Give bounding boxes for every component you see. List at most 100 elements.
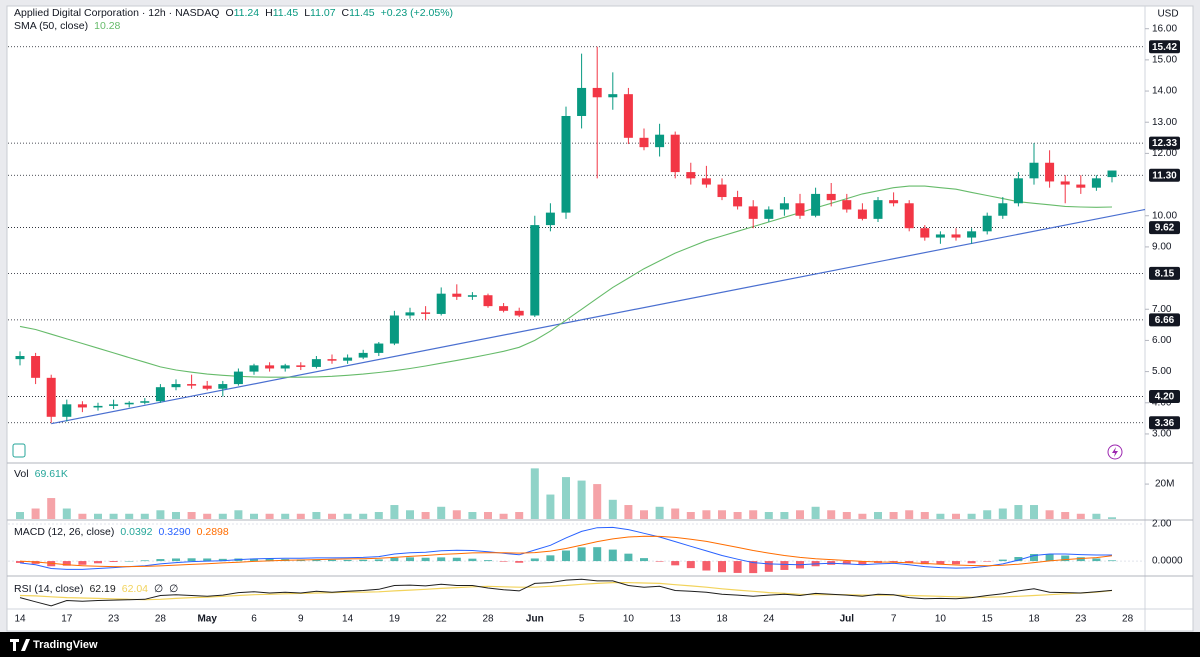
price-level-box bbox=[1149, 266, 1180, 280]
candle-body bbox=[951, 234, 961, 238]
volume-bar bbox=[593, 484, 602, 519]
y-tick-label: 15.00 bbox=[1152, 55, 1177, 66]
macd-histogram-bar bbox=[515, 561, 524, 563]
candle-body bbox=[343, 357, 353, 361]
volume-bar bbox=[406, 510, 414, 519]
candle-body bbox=[795, 203, 805, 216]
candle-body bbox=[1060, 181, 1070, 185]
macd-histogram-bar bbox=[577, 547, 586, 562]
indicator-name: SMA (50, close) bbox=[14, 20, 88, 32]
volume-bar bbox=[94, 513, 102, 519]
signal-line bbox=[19, 535, 1113, 568]
price-level-box bbox=[1149, 390, 1180, 404]
volume-bar bbox=[905, 510, 914, 519]
candle-body bbox=[124, 402, 134, 405]
macd-histogram-bar bbox=[920, 561, 929, 565]
volume-bar bbox=[671, 508, 680, 519]
price-level-label: 4.20 bbox=[1155, 392, 1175, 403]
x-tick-label: Jun bbox=[526, 614, 544, 625]
price-level-label: 8.15 bbox=[1155, 269, 1175, 280]
candle-body bbox=[561, 115, 571, 213]
ohlc-value: 11.07 bbox=[310, 7, 336, 19]
candle-body bbox=[31, 356, 41, 378]
macd-histogram-bar bbox=[1030, 554, 1038, 562]
candle-body bbox=[826, 193, 836, 201]
volume-bar bbox=[624, 505, 633, 519]
volume-bar bbox=[858, 513, 867, 519]
macd-histogram-bar bbox=[156, 559, 165, 562]
volume-bar bbox=[749, 510, 758, 519]
volume-bar bbox=[577, 480, 586, 519]
indicator-readout: 62.04 bbox=[122, 583, 148, 595]
candle-body bbox=[608, 94, 618, 98]
candle-body bbox=[93, 405, 103, 408]
footer-bar bbox=[0, 632, 1200, 657]
macd-histogram-bar bbox=[484, 560, 492, 562]
x-tick-label: 24 bbox=[763, 614, 775, 625]
legend: Applied Digital Corporation · 12h · NASD… bbox=[14, 7, 453, 19]
volume-bar bbox=[796, 510, 804, 519]
candle-body bbox=[577, 87, 587, 116]
volume-bar bbox=[484, 512, 492, 519]
macd-histogram-bar bbox=[546, 555, 555, 562]
y-tick-label: 12.00 bbox=[1152, 148, 1177, 159]
x-tick-label: 22 bbox=[436, 614, 448, 625]
y-tick-label: 20M bbox=[1155, 479, 1174, 490]
volume-bar bbox=[312, 512, 321, 519]
volume-bar bbox=[390, 505, 399, 519]
macd-histogram-bar bbox=[499, 561, 508, 562]
y-tick-label: 5.00 bbox=[1152, 366, 1172, 377]
macd-histogram-bar bbox=[140, 560, 149, 562]
macd-histogram-bar bbox=[858, 561, 867, 565]
volume-bar bbox=[640, 510, 648, 519]
price-level-box bbox=[1149, 136, 1180, 150]
candle-body bbox=[109, 404, 119, 406]
volume-bar bbox=[1030, 505, 1038, 519]
candle-body bbox=[592, 87, 602, 98]
brand-logo bbox=[10, 639, 30, 651]
volume-bar bbox=[530, 468, 539, 519]
macd-histogram-bar bbox=[718, 561, 726, 573]
volume-bar bbox=[562, 477, 570, 519]
x-tick-label: 10 bbox=[935, 614, 947, 625]
volume-bar bbox=[250, 513, 258, 519]
ohlc-value: 11.45 bbox=[273, 7, 299, 19]
macd-line bbox=[19, 526, 1112, 570]
volume-bar bbox=[842, 512, 851, 519]
volume-bar bbox=[1014, 505, 1023, 519]
ohlc-key: L bbox=[304, 7, 310, 19]
macd-histogram-bar bbox=[250, 558, 258, 562]
price-level-label: 9.62 bbox=[1155, 223, 1175, 234]
ohlc-key: O bbox=[225, 7, 233, 19]
volume-bar bbox=[359, 513, 368, 519]
candle-body bbox=[998, 203, 1008, 216]
macd-histogram-bar bbox=[624, 553, 633, 562]
y-tick-label: 14.00 bbox=[1152, 86, 1177, 97]
macd-histogram-bar bbox=[702, 561, 711, 571]
candle-body bbox=[15, 356, 25, 360]
ohlc-key: C bbox=[342, 7, 350, 19]
price-level-label: 3.36 bbox=[1155, 418, 1175, 429]
macd-histogram-bar bbox=[312, 559, 321, 562]
price-level-box bbox=[1149, 40, 1180, 54]
volume-bar bbox=[16, 512, 24, 519]
volume-bar bbox=[733, 512, 742, 519]
candle-body bbox=[311, 359, 321, 367]
volume-bar bbox=[702, 510, 711, 519]
volume-bar bbox=[62, 508, 71, 519]
ohlc-key: H bbox=[265, 7, 273, 19]
volume-bar bbox=[686, 512, 695, 519]
x-tick-label: 14 bbox=[14, 614, 26, 625]
volume-bar bbox=[109, 513, 118, 519]
macd-histogram-bar bbox=[1076, 557, 1085, 562]
candle-body bbox=[889, 200, 899, 204]
volume-bar bbox=[827, 510, 836, 519]
candle-body bbox=[857, 209, 867, 219]
macd-histogram-bar bbox=[936, 561, 945, 565]
events-icon-bolt bbox=[1112, 447, 1118, 457]
indicator-readout: 10.28 bbox=[94, 20, 120, 32]
macd-histogram-bar bbox=[733, 561, 742, 573]
macd-histogram-bar bbox=[452, 557, 461, 562]
volume-bar bbox=[1045, 510, 1054, 519]
